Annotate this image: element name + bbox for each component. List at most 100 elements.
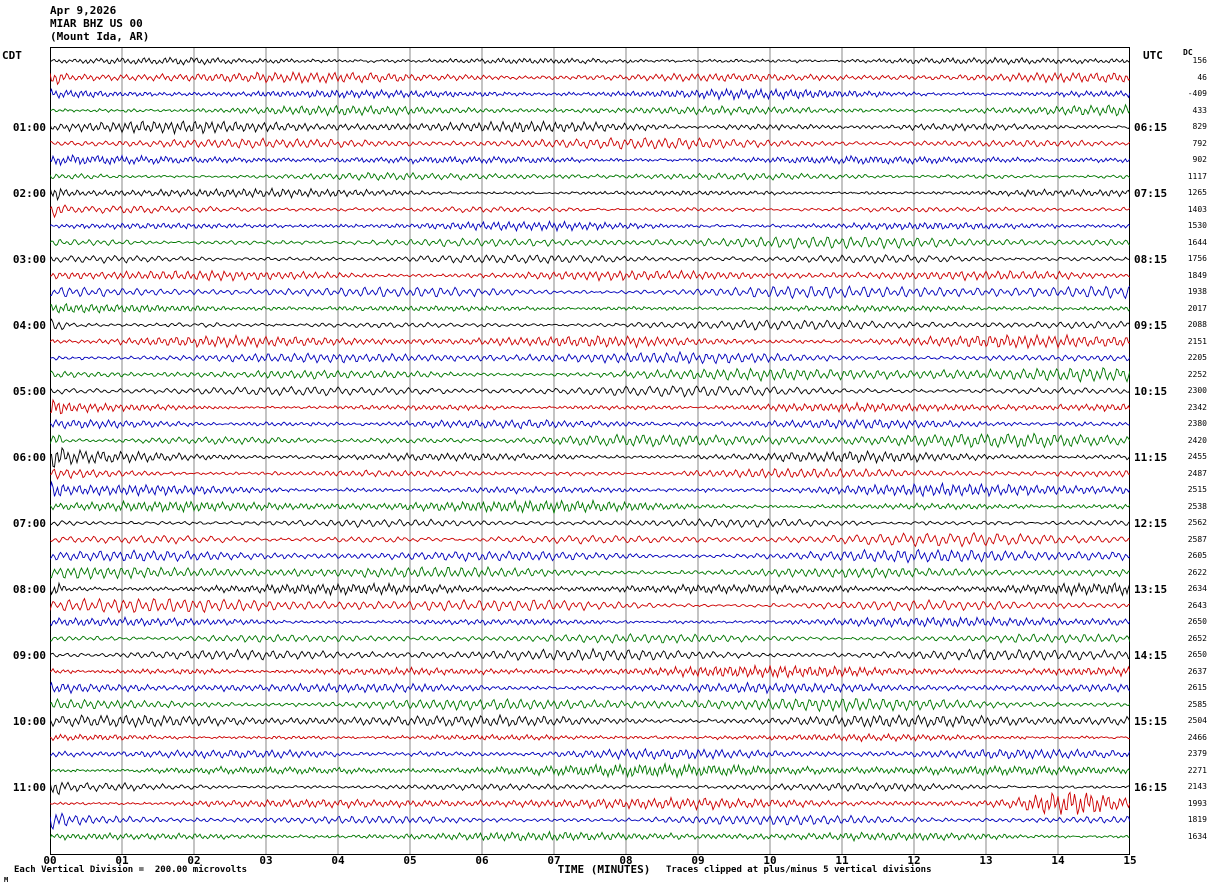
dc-value: 1644 <box>1187 237 1207 247</box>
right-time-label: 16:15 <box>1134 781 1168 794</box>
seismic-trace <box>50 812 1130 831</box>
right-time-label: 06:15 <box>1134 121 1168 134</box>
dc-value: 2615 <box>1187 683 1207 692</box>
seismic-trace <box>50 480 1130 498</box>
dc-value: 2017 <box>1187 303 1207 313</box>
dc-value: 1993 <box>1187 798 1207 808</box>
dc-value: 2466 <box>1187 732 1207 742</box>
dc-value: 2143 <box>1187 782 1207 791</box>
seismic-trace <box>50 632 1130 644</box>
seismic-trace <box>50 531 1130 548</box>
seismic-trace <box>50 747 1130 761</box>
seismic-trace <box>50 518 1130 529</box>
left-time-label: 06:00 <box>12 451 46 464</box>
dc-value: 2151 <box>1187 336 1207 346</box>
dc-value: 2252 <box>1187 369 1207 379</box>
seismic-trace <box>50 697 1130 713</box>
dc-value: 1530 <box>1187 221 1207 230</box>
seismic-trace <box>50 56 1130 66</box>
dc-value: 2504 <box>1187 716 1207 725</box>
seismic-trace <box>50 219 1130 233</box>
x-tick-label: 01 <box>115 854 129 867</box>
right-time-label: 10:15 <box>1134 385 1168 398</box>
dc-value: 2342 <box>1187 402 1207 412</box>
title-date: Apr 9,2026 <box>50 4 117 17</box>
left-time-label: 01:00 <box>12 121 46 134</box>
dc-value: 1403 <box>1187 204 1207 214</box>
seismic-trace <box>50 446 1130 468</box>
seismic-trace <box>50 385 1130 398</box>
seismic-trace <box>50 302 1130 314</box>
dc-value: 2271 <box>1187 765 1207 775</box>
dc-value: 2088 <box>1187 320 1207 329</box>
seismic-trace <box>50 236 1130 250</box>
dc-value: 1938 <box>1187 287 1207 296</box>
seismic-trace <box>50 647 1130 662</box>
right-time-label: 09:15 <box>1134 319 1168 332</box>
x-tick-label: 07 <box>547 854 561 867</box>
seismic-trace <box>50 350 1130 365</box>
dc-value: 2380 <box>1187 419 1207 428</box>
seismic-trace <box>50 136 1130 150</box>
seismic-trace <box>50 581 1130 597</box>
dc-value: 2650 <box>1187 617 1207 626</box>
dc-value: 829 <box>1192 122 1207 131</box>
seismic-trace <box>50 284 1130 300</box>
title-block: Apr 9,2026 MIAR BHZ US 00 (Mount Ida, AR… <box>50 4 149 43</box>
seismic-trace <box>50 781 1130 796</box>
seismic-trace <box>50 713 1130 729</box>
seismic-trace <box>50 318 1130 331</box>
dc-value: 1849 <box>1187 270 1207 280</box>
x-tick-label: 08 <box>619 854 633 867</box>
right-time-label: 07:15 <box>1134 187 1168 200</box>
left-time-label: 08:00 <box>12 583 46 596</box>
seismic-trace <box>50 762 1130 779</box>
dc-value: 2487 <box>1187 468 1207 478</box>
seismic-trace <box>50 171 1130 182</box>
clip-note: Traces clipped at plus/minus 5 vertical … <box>666 865 932 875</box>
seismic-trace <box>50 120 1130 136</box>
x-tick-label: 03 <box>259 854 273 867</box>
right-time-label: 13:15 <box>1134 583 1168 596</box>
dc-value: -409 <box>1187 89 1207 98</box>
dc-value: 1634 <box>1187 831 1207 841</box>
dc-value: 2538 <box>1187 501 1207 511</box>
seismic-trace <box>50 597 1130 614</box>
scale-note: Each Vertical Division = 200.00 microvol… <box>14 865 247 875</box>
seismic-trace <box>50 418 1130 430</box>
seismic-trace <box>50 791 1130 816</box>
seismic-trace <box>50 398 1130 415</box>
seismic-trace <box>50 254 1130 265</box>
dc-value: 2605 <box>1187 551 1207 560</box>
dc-value: 2585 <box>1187 699 1207 709</box>
dc-value: 2634 <box>1187 584 1207 593</box>
seismic-trace <box>50 732 1130 743</box>
right-time-label: 08:15 <box>1134 253 1168 266</box>
dc-value: 2650 <box>1187 650 1207 659</box>
right-time-label: 15:15 <box>1134 715 1168 728</box>
dc-value: 2420 <box>1187 435 1207 445</box>
seismic-trace <box>50 333 1130 350</box>
seismic-trace <box>50 87 1130 102</box>
dc-value: 2637 <box>1187 666 1207 676</box>
x-tick-label: 10 <box>763 854 777 867</box>
right-timezone-label: UTC <box>1143 49 1163 62</box>
dc-value: 2205 <box>1187 353 1207 362</box>
title-station: MIAR BHZ US 00 <box>50 17 143 30</box>
left-time-label: 04:00 <box>12 319 46 332</box>
right-time-label: 12:15 <box>1134 517 1168 530</box>
left-time-label: 10:00 <box>12 715 46 728</box>
xaxis-title: TIME (MINUTES) <box>557 863 651 876</box>
x-tick-label: 11 <box>835 854 849 867</box>
seismic-trace <box>50 432 1130 449</box>
dc-value: 1756 <box>1187 254 1207 263</box>
x-tick-label: 04 <box>331 854 345 867</box>
dc-value: 2622 <box>1187 567 1207 577</box>
x-tick-label: 02 <box>187 854 201 867</box>
dc-value: 2300 <box>1187 386 1207 395</box>
seismic-trace <box>50 366 1130 383</box>
x-tick-label: 14 <box>1051 854 1065 867</box>
left-time-label: 09:00 <box>12 649 46 662</box>
seismic-trace <box>50 830 1130 843</box>
